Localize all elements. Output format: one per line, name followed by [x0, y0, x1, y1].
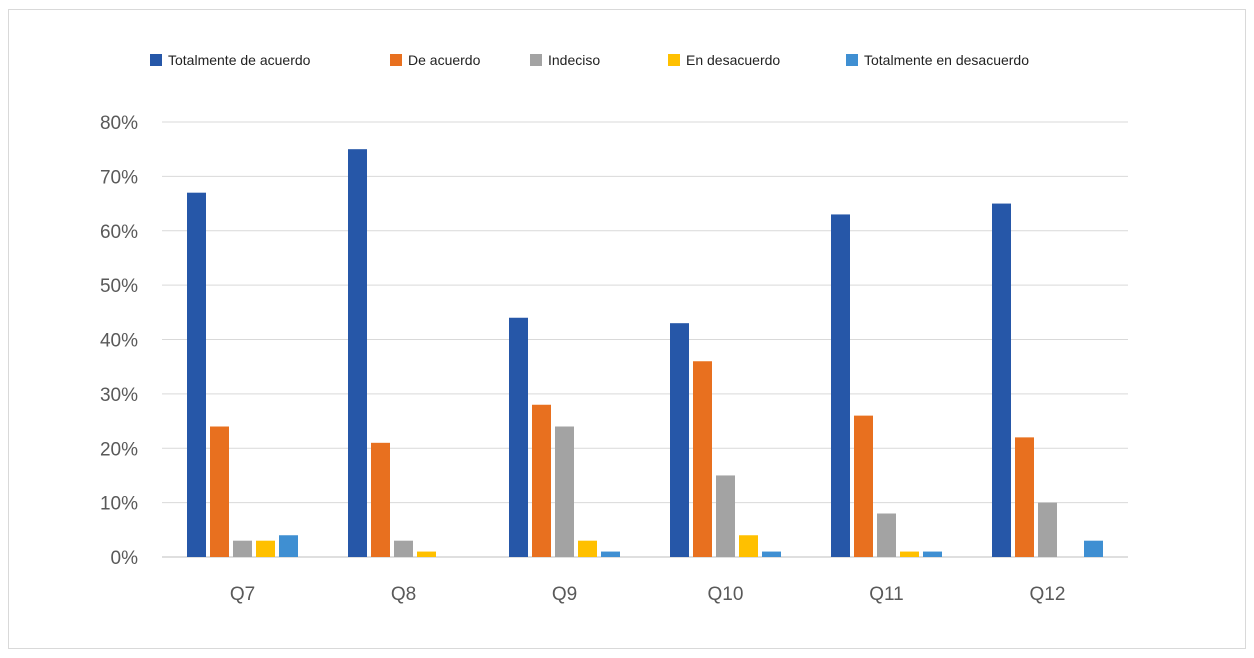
- legend-label-de-acuerdo: De acuerdo: [408, 52, 481, 68]
- bar: [394, 540, 413, 557]
- bar: [348, 149, 367, 557]
- bar: [601, 551, 620, 557]
- x-axis-ticks: Q7 Q8 Q9 Q10 Q11 Q12: [230, 584, 1066, 605]
- y-tick-label: 30%: [100, 385, 138, 406]
- bar: [578, 540, 597, 557]
- x-tick-label: Q7: [230, 584, 255, 605]
- y-tick-label: 50%: [100, 276, 138, 297]
- legend-item-indeciso: Indeciso: [530, 52, 600, 68]
- bar: [716, 475, 735, 557]
- legend-label-totalmente-de-acuerdo: Totalmente de acuerdo: [168, 52, 311, 68]
- x-tick-label: Q9: [552, 584, 577, 605]
- bars: [187, 149, 1103, 557]
- bar: [854, 415, 873, 557]
- bar: [923, 551, 942, 557]
- bar: [210, 426, 229, 557]
- y-tick-label: 40%: [100, 331, 138, 352]
- bar: [831, 214, 850, 557]
- legend-item-totalmente-de-acuerdo: Totalmente de acuerdo: [150, 52, 310, 68]
- legend-item-en-desacuerdo: En desacuerdo: [668, 52, 780, 68]
- y-tick-label: 10%: [100, 494, 138, 515]
- x-tick-label: Q8: [391, 584, 416, 605]
- bar: [279, 535, 298, 557]
- bar: [900, 551, 919, 557]
- legend-item-totalmente-en-desacuerdo: Totalmente en desacuerdo: [846, 52, 1029, 68]
- legend-swatch-totalmente-de-acuerdo: [150, 54, 162, 66]
- legend-swatch-de-acuerdo: [390, 54, 402, 66]
- y-tick-label: 20%: [100, 439, 138, 460]
- y-tick-label: 70%: [100, 167, 138, 188]
- bar: [233, 540, 252, 557]
- bar: [992, 203, 1011, 557]
- legend-swatch-indeciso: [530, 54, 542, 66]
- bar: [693, 361, 712, 557]
- x-tick-label: Q12: [1030, 584, 1066, 605]
- legend-label-indeciso: Indeciso: [548, 52, 601, 68]
- bar: [1084, 540, 1103, 557]
- bar: [532, 404, 551, 557]
- legend-item-de-acuerdo: De acuerdo: [390, 52, 480, 68]
- y-tick-label: 0%: [111, 548, 139, 569]
- gridlines: [162, 121, 1128, 558]
- bar: [256, 540, 275, 557]
- bar: [417, 551, 436, 557]
- bar: [877, 513, 896, 557]
- y-axis-ticks: 0% 10% 20% 30% 40% 50% 60% 70% 80%: [100, 113, 138, 569]
- bar: [670, 323, 689, 557]
- legend-swatch-totalmente-en-desacuerdo: [846, 54, 858, 66]
- bar: [739, 535, 758, 557]
- legend-label-en-desacuerdo: En desacuerdo: [686, 52, 781, 68]
- bar: [1015, 437, 1034, 557]
- bar: [762, 551, 781, 557]
- y-tick-label: 80%: [100, 113, 138, 134]
- x-tick-label: Q10: [708, 584, 744, 605]
- legend-label-totalmente-en-desacuerdo: Totalmente en desacuerdo: [864, 52, 1029, 68]
- x-tick-label: Q11: [869, 584, 904, 605]
- bar: [187, 192, 206, 557]
- y-tick-label: 60%: [100, 222, 138, 243]
- bar: [1038, 502, 1057, 557]
- bar: [371, 442, 390, 557]
- bar: [509, 317, 528, 557]
- legend-swatch-en-desacuerdo: [668, 54, 680, 66]
- bar: [555, 426, 574, 557]
